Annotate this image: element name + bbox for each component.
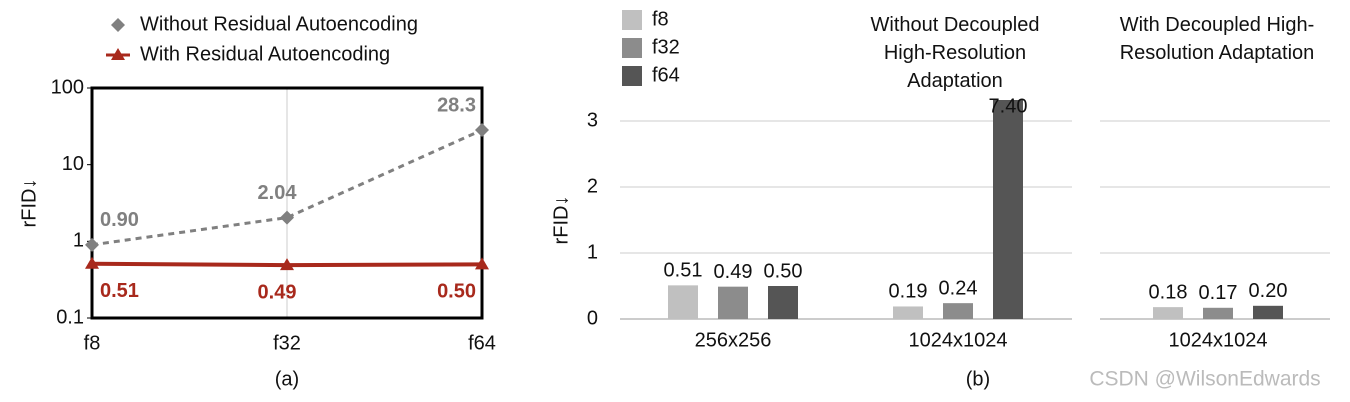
x-tick-label: 1024x1024 <box>1169 329 1268 351</box>
marker <box>111 48 125 60</box>
x-tick-label: 1024x1024 <box>909 329 1008 351</box>
marker <box>280 210 294 225</box>
data-label: 0.24 <box>939 277 978 299</box>
data-label: 0.49 <box>714 261 753 283</box>
data-label: 0.50 <box>437 281 476 303</box>
caption: (a) <box>275 368 299 390</box>
data-label: 0.19 <box>889 281 928 303</box>
bar <box>893 306 923 319</box>
y-tick-label: 1 <box>73 230 84 252</box>
legend-swatch <box>622 38 642 58</box>
y-tick-label: 2 <box>587 175 598 197</box>
y-axis-label: rFID↓ <box>550 196 572 245</box>
y-tick-label: 10 <box>62 153 84 175</box>
panel-title: Without Decoupled High-Resolution Adapta… <box>870 14 1040 92</box>
bar <box>943 303 973 319</box>
legend-label: f8 <box>652 8 669 30</box>
panel-title: With Decoupled High-Resolution Adaptatio… <box>1119 14 1315 64</box>
bar <box>768 286 798 319</box>
y-axis-label: rFID↓ <box>18 179 40 228</box>
y-tick-label: 0 <box>587 307 598 329</box>
legend-swatch <box>622 66 642 86</box>
bar <box>1253 305 1283 319</box>
x-tick-label: f32 <box>273 332 301 354</box>
data-label: 0.51 <box>100 280 139 302</box>
data-label: 7.40 <box>989 95 1028 117</box>
marker <box>111 18 125 32</box>
x-tick-label: f64 <box>468 332 496 354</box>
watermark: CSDN @WilsonEdwards <box>1089 368 1320 391</box>
marker <box>85 256 99 269</box>
data-label: 0.18 <box>1149 281 1188 303</box>
caption: (b) <box>966 368 990 390</box>
marker <box>280 258 294 271</box>
y-tick-label: 0.1 <box>56 306 84 328</box>
legend-swatch <box>622 10 642 30</box>
plot-frame <box>90 86 484 320</box>
legend-label: With Residual Autoencoding <box>140 43 390 65</box>
x-tick-label: 256x256 <box>695 329 772 351</box>
data-label: 28.3 <box>437 94 476 116</box>
marker <box>475 257 489 270</box>
bar <box>1153 307 1183 319</box>
data-label: 2.04 <box>258 182 298 204</box>
y-tick-label: 3 <box>587 109 598 131</box>
bar <box>668 285 698 319</box>
data-label: 0.49 <box>258 281 297 303</box>
legend-label: Without Residual Autoencoding <box>140 13 418 35</box>
bar <box>718 286 748 319</box>
data-label: 0.51 <box>664 260 703 282</box>
y-tick-label: 1 <box>587 241 598 263</box>
marker <box>475 123 489 138</box>
data-label: 0.90 <box>100 209 139 231</box>
data-label: 0.20 <box>1249 280 1288 302</box>
legend-label: f32 <box>652 36 680 58</box>
marker <box>85 237 99 252</box>
legend-label: f64 <box>652 64 680 86</box>
bar <box>993 100 1023 319</box>
data-label: 0.50 <box>764 260 803 282</box>
bar <box>1203 307 1233 319</box>
x-tick-label: f8 <box>84 332 101 354</box>
data-label: 0.17 <box>1199 282 1238 304</box>
y-tick-label: 100 <box>51 76 84 98</box>
